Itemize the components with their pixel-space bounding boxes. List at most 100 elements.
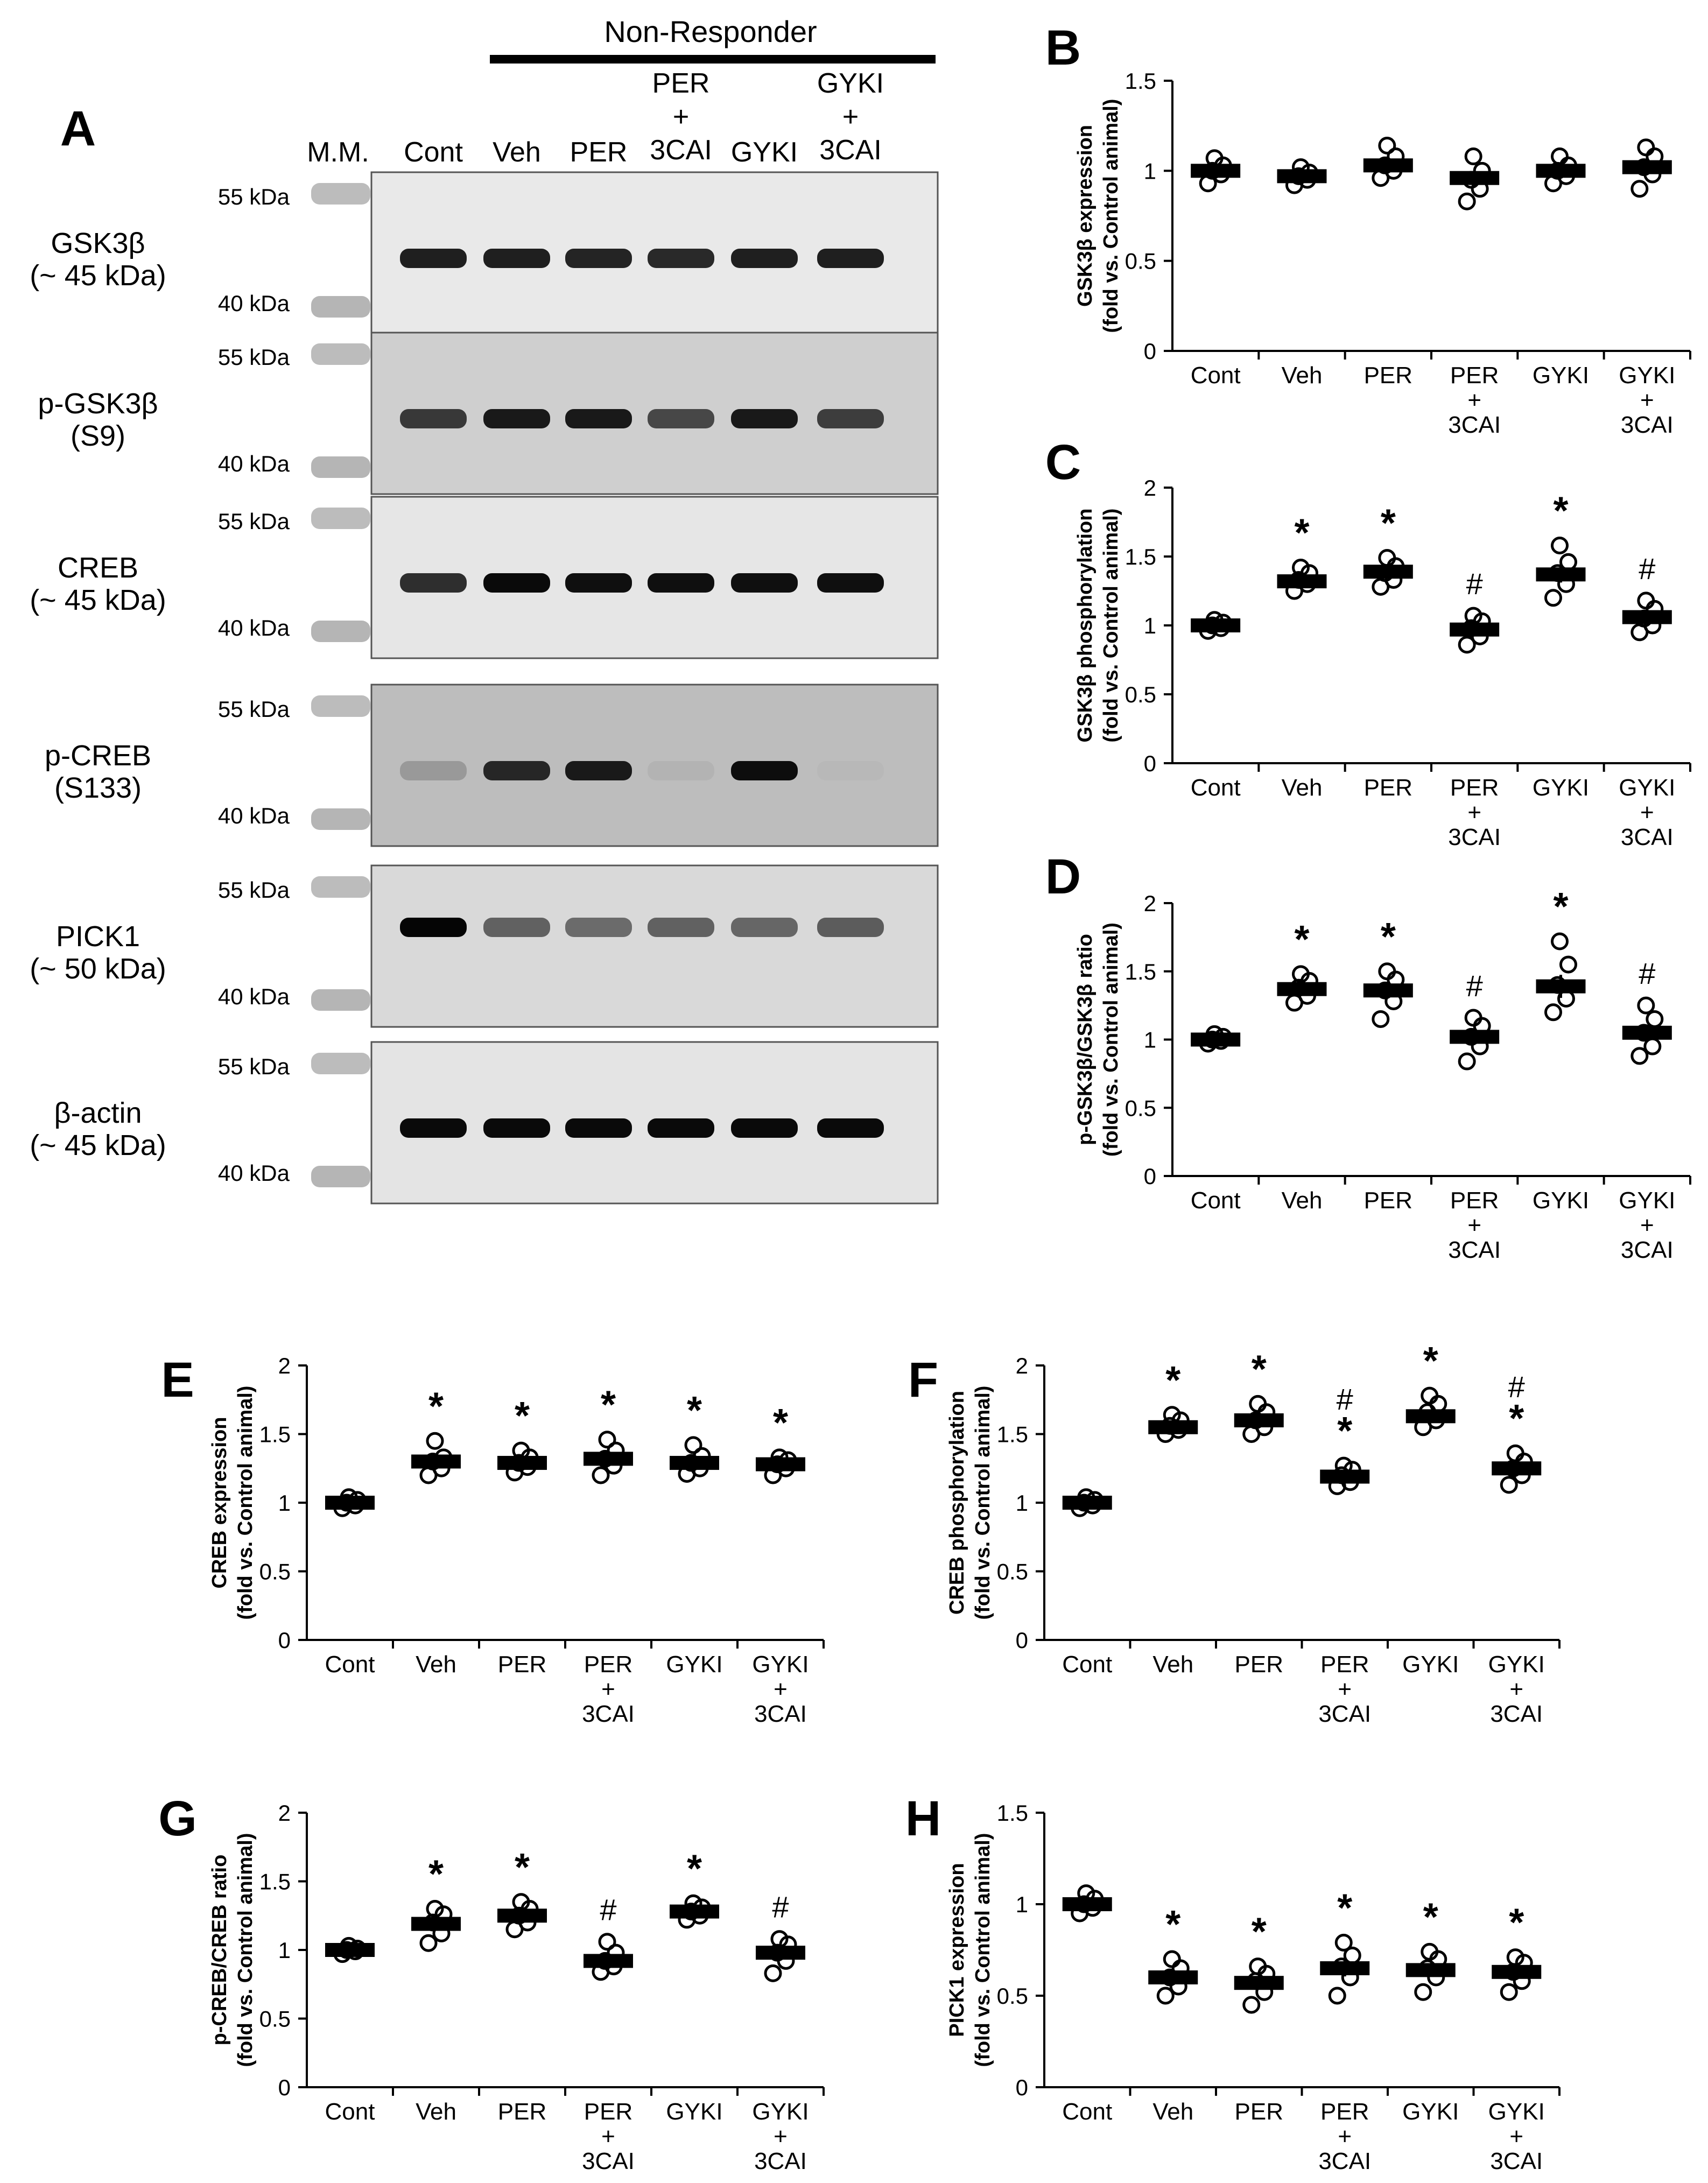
chart-panel-B: B 0 0.5 1 1.5 GSK3β expression (fold vs. Contr… — [1045, 20, 1691, 438]
significance-star: * — [601, 1384, 616, 1427]
protein-band — [731, 1118, 798, 1138]
x-tick-label: 3CAI — [754, 1701, 807, 1727]
marker-band — [311, 296, 370, 318]
x-tick-label: PER — [498, 1651, 546, 1678]
y-tick-label: 0.5 — [997, 1983, 1028, 2009]
data-point — [1464, 147, 1482, 166]
y-tick-label: 1 — [1144, 1027, 1156, 1053]
significance-star: * — [515, 1395, 530, 1438]
mean-bar — [1277, 574, 1327, 589]
y-tick-label: 0.5 — [1125, 249, 1156, 274]
x-tick-label: + — [1640, 799, 1654, 826]
lane-label: 3CAI — [650, 135, 712, 166]
data-point — [1637, 591, 1655, 610]
y-axis-label: CREB expression — [208, 1417, 231, 1589]
mean-bar — [1148, 1420, 1198, 1434]
blot-row: 55 kDa 40 kDa p-CREB(S133) — [45, 684, 939, 847]
panel-letter: C — [1045, 435, 1081, 490]
significance-star: * — [1337, 1410, 1352, 1453]
x-tick-label: + — [1467, 387, 1481, 413]
x-tick-label: Veh — [1152, 2099, 1193, 2125]
data-point — [1559, 955, 1577, 974]
kda-top-label: 55 kDa — [218, 509, 290, 534]
mean-bar — [1536, 567, 1586, 582]
blot-membrane — [370, 864, 939, 1028]
panel-letter: G — [158, 1791, 197, 1846]
data-point — [1551, 147, 1569, 166]
protein-label: (~ 45 kDa) — [30, 584, 166, 616]
x-tick-label: GYKI — [1619, 1187, 1675, 1214]
x-tick-label: PER — [1364, 362, 1412, 389]
protein-band — [565, 409, 632, 428]
kda-bottom-label: 40 kDa — [218, 1160, 290, 1186]
y-tick-label: 1.5 — [259, 1422, 291, 1447]
chart-panel-E: E 0 0.5 1 1.5 2 CREB expression (fold vs. Contr… — [161, 1353, 825, 1727]
y-tick-label: 2 — [278, 1353, 291, 1378]
protein-band — [565, 249, 632, 268]
x-tick-label: Veh — [1282, 774, 1323, 801]
protein-band — [817, 761, 884, 780]
x-tick-label: 3CAI — [1448, 412, 1501, 438]
mean-bar — [1062, 1496, 1112, 1510]
significance-star: * — [1423, 1340, 1438, 1383]
significance-star: * — [1165, 1359, 1180, 1402]
mean-bar — [1450, 622, 1500, 637]
significance-star: * — [687, 1847, 702, 1890]
significance-hash: # — [1466, 969, 1483, 1003]
x-tick-label: + — [601, 1676, 615, 1702]
y-tick-label: 0 — [1016, 2075, 1028, 2100]
protein-band — [483, 918, 550, 937]
y-tick-label: 1 — [1144, 158, 1156, 184]
mean-bar — [1277, 982, 1327, 996]
kda-top-label: 55 kDa — [218, 344, 290, 370]
x-tick-label: PER — [1235, 1651, 1283, 1678]
lane-label: + — [673, 101, 689, 132]
x-tick-label: Veh — [416, 1651, 456, 1678]
marker-band — [311, 695, 370, 717]
x-tick-label: GYKI — [1619, 774, 1675, 801]
data-point — [1421, 1386, 1439, 1405]
significance-star: * — [428, 1385, 444, 1428]
mean-bar — [325, 1496, 375, 1510]
data-point — [1557, 989, 1575, 1008]
protein-band — [400, 761, 467, 780]
mean-bar — [1191, 164, 1241, 178]
protein-band — [817, 573, 884, 593]
lane-label: + — [842, 101, 859, 132]
group-label: Non-Responder — [604, 15, 817, 48]
x-tick-label: 3CAI — [1490, 1701, 1543, 1727]
significance-star: * — [1165, 1903, 1180, 1946]
x-tick-label: Veh — [1282, 1187, 1323, 1214]
x-tick-label: + — [1509, 2123, 1523, 2150]
y-tick-label: 1.5 — [997, 1422, 1028, 1447]
y-tick-label: 1.5 — [259, 1869, 291, 1895]
protein-band — [400, 1118, 467, 1138]
significance-star: * — [1509, 1397, 1524, 1440]
data-point — [1414, 1983, 1432, 2001]
x-tick-label: Veh — [1152, 1651, 1193, 1678]
x-tick-label: + — [774, 2123, 788, 2150]
mean-bar — [756, 1946, 805, 1960]
data-point — [1646, 1010, 1664, 1028]
blot-row: 55 kDa 40 kDa p-GSK3β(S9) — [38, 332, 939, 495]
chart-panel-F: F 0 0.5 1 1.5 2 CREB phosphorylation (fold vs. … — [908, 1340, 1561, 1727]
protein-band — [817, 918, 884, 937]
data-point — [1378, 549, 1396, 567]
mean-bar — [1536, 979, 1586, 994]
significance-star: * — [1294, 511, 1309, 554]
y-axis-label: p-GSK3β/GSK3β ratio — [1074, 934, 1097, 1145]
panel-letter: H — [905, 1791, 941, 1846]
data-point — [1249, 1957, 1267, 1976]
x-tick-label: + — [774, 1676, 788, 1702]
y-tick-label: 0 — [278, 2075, 291, 2100]
y-tick-label: 1.5 — [1125, 959, 1156, 984]
y-tick-label: 0.5 — [1125, 682, 1156, 707]
x-tick-label: PER — [498, 2099, 546, 2125]
protein-band — [648, 918, 714, 937]
chart-panel-G: G 0 0.5 1 1.5 2 p-CREB/CREB ratio (fold vs. Con… — [158, 1791, 825, 2174]
protein-label: (S133) — [54, 772, 142, 804]
blot-row: 55 kDa 40 kDa β-actin(~ 45 kDa) — [30, 1041, 939, 1205]
data-point — [598, 1431, 616, 1449]
x-tick-label: PER — [584, 1651, 632, 1678]
